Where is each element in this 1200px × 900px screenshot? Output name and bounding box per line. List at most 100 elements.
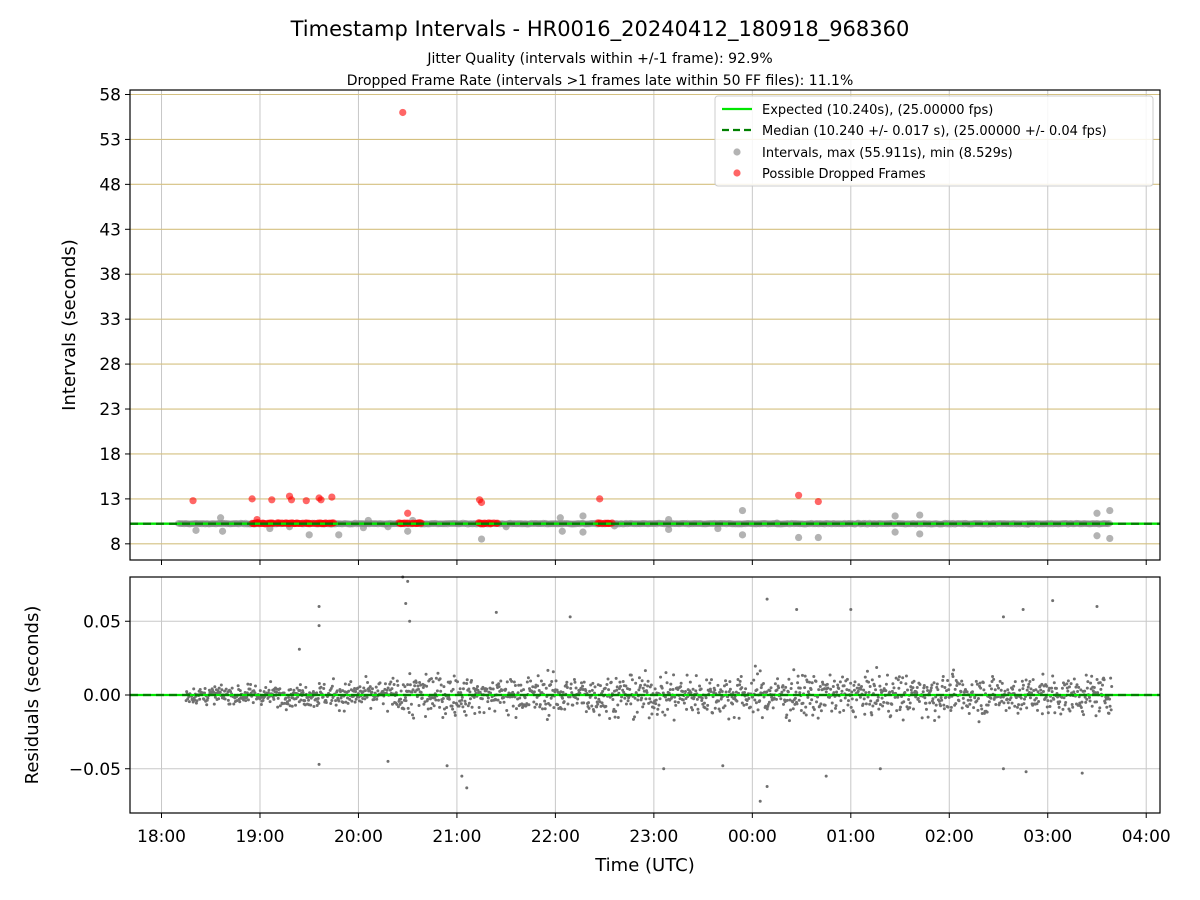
residual-point: [605, 682, 609, 686]
residual-point: [976, 697, 980, 701]
dropped-frame-point: [795, 491, 803, 499]
interval-point: [558, 527, 566, 535]
residual-point: [898, 708, 902, 712]
residual-point: [840, 689, 844, 693]
residual-point: [876, 698, 880, 702]
residual-point: [321, 695, 325, 699]
residual-point: [590, 688, 594, 692]
residual-point: [643, 669, 647, 673]
residual-point: [961, 683, 965, 687]
residual-point: [796, 674, 800, 678]
residual-point: [810, 681, 814, 685]
residual-point: [665, 681, 669, 685]
residual-point: [750, 681, 754, 685]
residual-point: [971, 690, 975, 694]
residual-point: [738, 679, 742, 683]
residual-point: [1080, 710, 1084, 714]
residual-point: [592, 691, 596, 695]
residual-point: [975, 699, 979, 703]
residual-point: [550, 679, 554, 683]
residual-point: [785, 698, 789, 702]
residual-point: [863, 712, 867, 716]
residual-point: [744, 687, 748, 691]
residual-point: [378, 681, 382, 685]
residual-point: [329, 702, 333, 706]
residual-point: [706, 703, 710, 707]
residual-point: [616, 715, 620, 719]
residual-point: [1002, 701, 1006, 705]
top-y-axis-label: Intervals (seconds): [59, 239, 80, 411]
residual-point: [411, 713, 415, 717]
residual-point: [681, 698, 685, 702]
residual-point: [911, 686, 915, 690]
residual-point: [753, 664, 757, 668]
residual-point: [330, 684, 334, 688]
residual-point: [679, 681, 683, 685]
residual-point: [539, 679, 543, 683]
residual-point: [784, 715, 788, 719]
residual-point: [460, 774, 464, 778]
interval-point: [916, 511, 924, 519]
residual-point: [391, 676, 395, 680]
residual-point: [791, 700, 795, 704]
residual-point: [955, 683, 959, 687]
residual-point: [394, 691, 398, 695]
residual-point: [412, 716, 416, 720]
residual-point: [1094, 714, 1098, 718]
residual-point: [867, 680, 871, 684]
residual-point: [647, 716, 651, 720]
top-y-tick-label: 58: [99, 85, 121, 105]
residual-point: [356, 686, 360, 690]
residual-point: [472, 695, 476, 699]
residual-point: [959, 690, 963, 694]
residual-point: [468, 690, 472, 694]
residual-point: [516, 691, 520, 695]
residual-point: [727, 690, 731, 694]
residual-point: [888, 690, 892, 694]
residual-point: [245, 691, 249, 695]
residual-point: [808, 702, 812, 706]
residual-point: [1020, 679, 1024, 683]
residual-point: [783, 700, 787, 704]
residual-point: [837, 687, 841, 691]
residual-point: [267, 688, 271, 692]
residual-point: [874, 702, 878, 706]
residual-point: [705, 678, 709, 682]
residual-point: [465, 786, 469, 790]
residual-point: [298, 688, 302, 692]
interval-point: [814, 533, 822, 542]
residual-point: [904, 674, 908, 678]
residual-point: [955, 681, 959, 685]
residual-point: [641, 705, 645, 709]
residual-point: [896, 695, 900, 699]
residual-point: [453, 713, 457, 717]
residual-point: [419, 690, 423, 694]
residual-point: [559, 707, 563, 711]
residual-point: [1052, 681, 1056, 685]
top-y-tick-label: 48: [99, 175, 121, 195]
residual-point: [615, 685, 619, 689]
residual-point: [908, 701, 912, 705]
residual-point: [930, 683, 934, 687]
residual-point: [819, 709, 823, 713]
residual-point: [849, 681, 853, 685]
residual-point: [1013, 704, 1017, 708]
residual-point: [859, 685, 863, 689]
interval-point: [216, 514, 225, 522]
residual-point: [676, 688, 680, 692]
residual-point: [346, 701, 350, 705]
residual-point: [1066, 689, 1070, 693]
residual-point: [1085, 697, 1089, 701]
residual-point: [470, 705, 474, 709]
residual-point: [717, 699, 721, 703]
residual-point: [451, 707, 455, 711]
residual-point: [1070, 702, 1074, 706]
interval-point: [738, 506, 747, 515]
residual-point: [1001, 695, 1005, 699]
residual-point: [551, 670, 555, 674]
residual-point: [452, 701, 456, 705]
residual-point: [852, 688, 856, 692]
residual-point: [337, 699, 341, 703]
residual-point: [408, 619, 412, 623]
x-tick-label: 22:00: [531, 827, 580, 847]
